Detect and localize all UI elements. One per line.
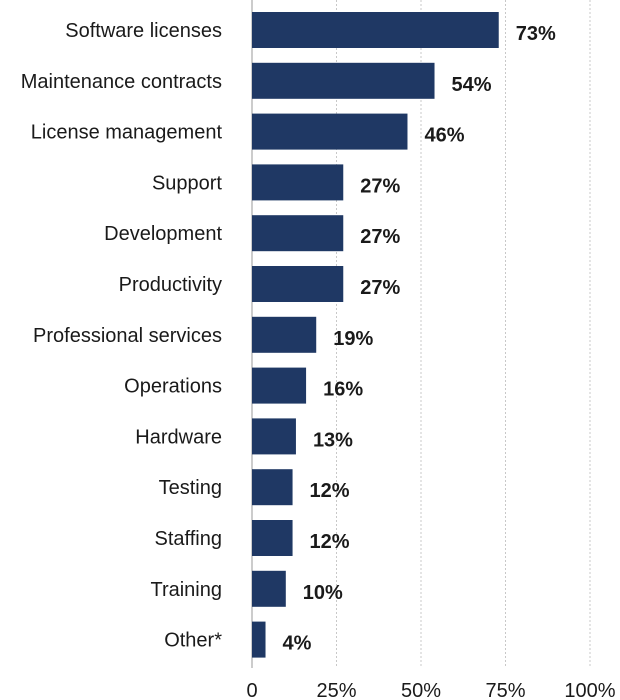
x-tick-label: 0	[246, 680, 257, 700]
bar	[252, 316, 317, 353]
category-label: Professional services	[33, 325, 222, 347]
value-label: 27%	[360, 226, 400, 248]
value-label: 16%	[323, 379, 363, 401]
category-label: Other*	[164, 630, 222, 652]
value-label: 10%	[303, 582, 343, 604]
category-label: Maintenance contracts	[21, 71, 222, 93]
bar	[252, 62, 435, 99]
category-label: Support	[152, 172, 222, 194]
bar	[252, 520, 293, 556]
value-label: 27%	[360, 277, 400, 299]
category-label: Staffing	[155, 528, 222, 550]
category-label: Software licenses	[65, 20, 222, 42]
x-axis-ticks: 0 25% 50% 75% 100%	[246, 680, 615, 700]
value-label: 46%	[424, 125, 464, 147]
value-label: 13%	[313, 429, 353, 451]
bar	[252, 469, 293, 506]
value-labels: 73% 54% 46% 27% 27% 27% 19% 16% 13% 12% 12% 10% 4%	[283, 23, 556, 655]
category-label: Productivity	[119, 274, 222, 296]
category-labels: Software licenses Maintenance contracts Li…	[21, 20, 223, 652]
bar	[252, 164, 344, 201]
value-label: 19%	[333, 328, 373, 350]
bar	[252, 418, 296, 455]
bar	[252, 367, 307, 404]
bar	[252, 12, 499, 48]
value-label: 73%	[516, 23, 556, 45]
category-label: License management	[31, 122, 223, 144]
value-label: 54%	[452, 74, 492, 96]
category-label: Testing	[159, 477, 222, 499]
x-tick-label: 25%	[316, 680, 356, 700]
x-tick-label: 100%	[564, 680, 615, 700]
category-label: Operations	[124, 376, 222, 398]
bar	[252, 113, 408, 150]
x-tick-label: 75%	[485, 680, 525, 700]
value-label: 12%	[310, 480, 350, 502]
x-tick-label: 50%	[401, 680, 441, 700]
value-label: 12%	[310, 531, 350, 553]
category-label: Hardware	[135, 426, 222, 448]
bar	[252, 570, 286, 607]
category-label: Training	[150, 579, 222, 601]
bar	[252, 215, 344, 252]
bars	[252, 12, 499, 658]
bar	[252, 266, 344, 302]
category-label: Development	[104, 223, 222, 245]
bar	[252, 621, 266, 658]
value-label: 4%	[283, 633, 312, 655]
value-label: 27%	[360, 175, 400, 197]
